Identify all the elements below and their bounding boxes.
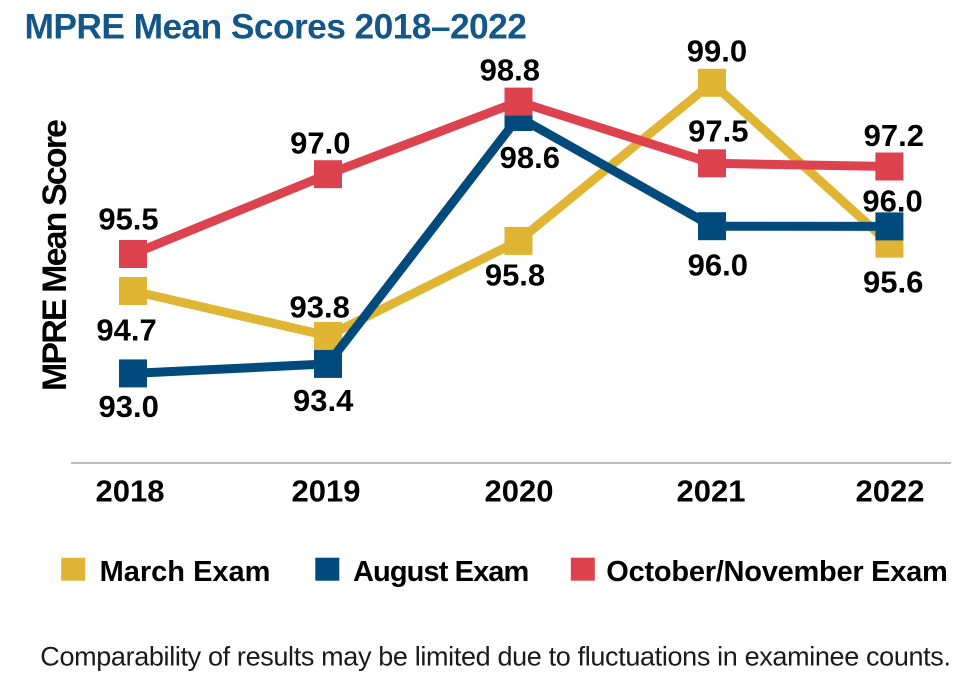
svg-text:98.8: 98.8 [480, 52, 540, 87]
svg-text:2021: 2021 [677, 474, 746, 509]
svg-text:Comparability of results may b: Comparability of results may be limited … [40, 641, 950, 671]
svg-text:October/November Exam: October/November Exam [606, 556, 947, 588]
svg-text:August Exam: August Exam [353, 556, 528, 588]
svg-text:97.0: 97.0 [290, 125, 350, 160]
svg-text:96.0: 96.0 [688, 248, 748, 283]
svg-text:2019: 2019 [292, 474, 361, 509]
svg-text:2022: 2022 [856, 474, 925, 509]
svg-text:MPRE Mean Scores 2018–2022: MPRE Mean Scores 2018–2022 [25, 6, 527, 46]
svg-text:95.6: 95.6 [863, 265, 923, 300]
svg-text:95.8: 95.8 [485, 258, 545, 293]
svg-text:MPRE Mean Score: MPRE Mean Score [36, 120, 74, 391]
svg-text:March Exam: March Exam [100, 556, 271, 588]
svg-text:94.7: 94.7 [96, 312, 156, 347]
svg-text:93.0: 93.0 [99, 389, 159, 424]
svg-text:2018: 2018 [96, 474, 165, 509]
svg-text:97.5: 97.5 [688, 114, 748, 149]
svg-text:95.5: 95.5 [98, 201, 158, 236]
svg-text:2020: 2020 [485, 474, 554, 509]
svg-text:93.8: 93.8 [290, 290, 350, 325]
svg-text:93.4: 93.4 [293, 383, 354, 418]
svg-text:96.0: 96.0 [862, 184, 922, 219]
svg-text:98.6: 98.6 [500, 140, 560, 175]
svg-text:99.0: 99.0 [687, 33, 747, 68]
svg-text:97.2: 97.2 [864, 118, 924, 153]
